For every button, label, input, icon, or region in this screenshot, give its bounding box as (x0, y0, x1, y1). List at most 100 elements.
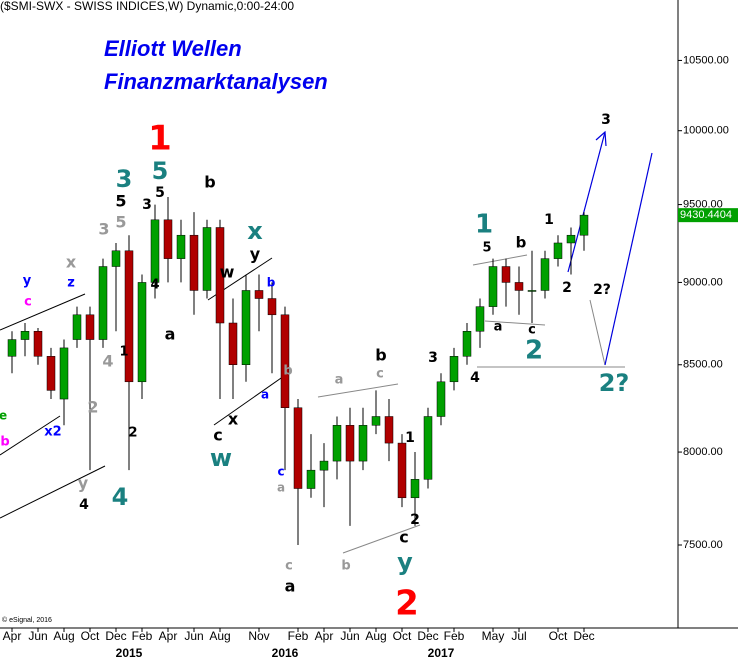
wave-label: x (228, 410, 239, 429)
candle-body (228, 322, 238, 366)
wave-label: c (528, 323, 536, 338)
wave-label: b (341, 559, 350, 574)
wave-label: 4 (102, 352, 113, 371)
last-price-label: 9430.4404 (680, 209, 732, 221)
y-tick-label: 8500.00 (683, 359, 723, 371)
wave-label: 1 (544, 212, 554, 228)
wave-label: 2 (87, 398, 98, 417)
trend-line (317, 383, 399, 398)
candle-body (475, 306, 485, 332)
x-tick-label: Apr (159, 629, 178, 643)
candle-body (176, 234, 186, 259)
wave-label: c (213, 426, 222, 445)
candle-body (566, 234, 576, 244)
wave-label: 4 (470, 370, 480, 386)
wave-label: w (220, 263, 235, 282)
candle-body (462, 331, 472, 357)
y-tick-label: 9000.00 (683, 276, 723, 288)
wave-label: 4 (79, 497, 89, 513)
x-tick-label: Nov (248, 629, 269, 643)
wave-label: x (247, 217, 263, 245)
wave-label: a (165, 325, 176, 344)
trend-line (0, 293, 86, 331)
y-tick-label: 8000.00 (683, 446, 723, 458)
x-tick-label: Dec (417, 629, 438, 643)
candle-body (345, 425, 355, 462)
trend-line (342, 524, 421, 554)
candle-body (384, 416, 394, 444)
x-tick-label: May (482, 629, 505, 643)
x-tick-label: Oct (393, 629, 412, 643)
wave-label: 1 (405, 430, 415, 446)
candle-body (254, 290, 264, 299)
x-tick-label: Feb (444, 629, 465, 643)
copyright: © eSignal, 2016 (2, 616, 52, 624)
trend-line (472, 254, 528, 266)
wave-label: b (204, 173, 215, 192)
year-label: 2015 (116, 646, 143, 660)
candle-body (85, 314, 95, 340)
x-tick-label: Apr (3, 629, 22, 643)
wave-label: y (78, 474, 89, 493)
candle-body (20, 331, 30, 340)
candle-body (332, 425, 342, 462)
candle-body (215, 227, 225, 324)
candle-body (7, 339, 17, 357)
candle-body (46, 356, 56, 391)
chart-title: Elliott Wellen (104, 36, 242, 61)
wave-label: y (250, 245, 261, 264)
x-tick-label: Apr (315, 629, 334, 643)
candle-body (358, 425, 368, 462)
wave-label: z (67, 276, 75, 291)
trend-line (589, 299, 606, 366)
year-label: 2017 (428, 646, 455, 660)
wave-label: 3 (98, 220, 109, 239)
x-tick-label: Jun (340, 629, 359, 643)
wave-label: c (24, 295, 32, 310)
candle-body (579, 214, 589, 236)
wave-label: c (399, 528, 408, 547)
x-tick-label: Jun (28, 629, 47, 643)
candle-body (319, 460, 329, 471)
wave-label: 5 (115, 192, 126, 211)
projection (567, 130, 653, 366)
trend-line (213, 375, 285, 426)
wave-label: 2 (410, 512, 420, 528)
x-tick-label: Aug (53, 629, 74, 643)
y-tick-label: 10000.00 (683, 125, 729, 137)
candle-body (540, 258, 550, 291)
candle-body (72, 314, 82, 340)
candle-body (527, 290, 537, 292)
header: ($SMI-SWX - SWISS INDICES,W) Dynamic,0:0… (0, 0, 294, 13)
candle-body (488, 266, 498, 307)
candle-body (33, 331, 43, 357)
wave-label: c (285, 559, 293, 574)
wave-label: 2 (525, 336, 543, 366)
candle-body (124, 250, 134, 383)
candle-body (280, 314, 290, 408)
wave-label: 2 (562, 280, 572, 296)
gray-lines (317, 254, 625, 554)
trend-line (0, 465, 106, 519)
candle-body (150, 219, 160, 283)
wave-label: 3 (601, 112, 611, 128)
wave-label: a (261, 388, 269, 402)
wave-label: 2? (599, 369, 630, 397)
trend-line (484, 320, 546, 326)
y-tick-label: 10500.00 (683, 54, 729, 66)
wave-label: a (494, 320, 503, 335)
wave-label: a (335, 373, 344, 388)
candle-body (163, 219, 173, 259)
wave-label: 5 (155, 185, 165, 201)
last-price-box (678, 208, 738, 223)
wave-label: 4 (112, 483, 129, 511)
wave-label: 2 (128, 426, 137, 441)
wave-label: b (375, 346, 386, 365)
candle-body (553, 242, 563, 259)
candle-body (267, 298, 277, 316)
year-label: 2016 (272, 646, 299, 660)
trend-line (0, 415, 61, 456)
x-tick-label: Jun (184, 629, 203, 643)
wave-label: b (283, 364, 292, 379)
